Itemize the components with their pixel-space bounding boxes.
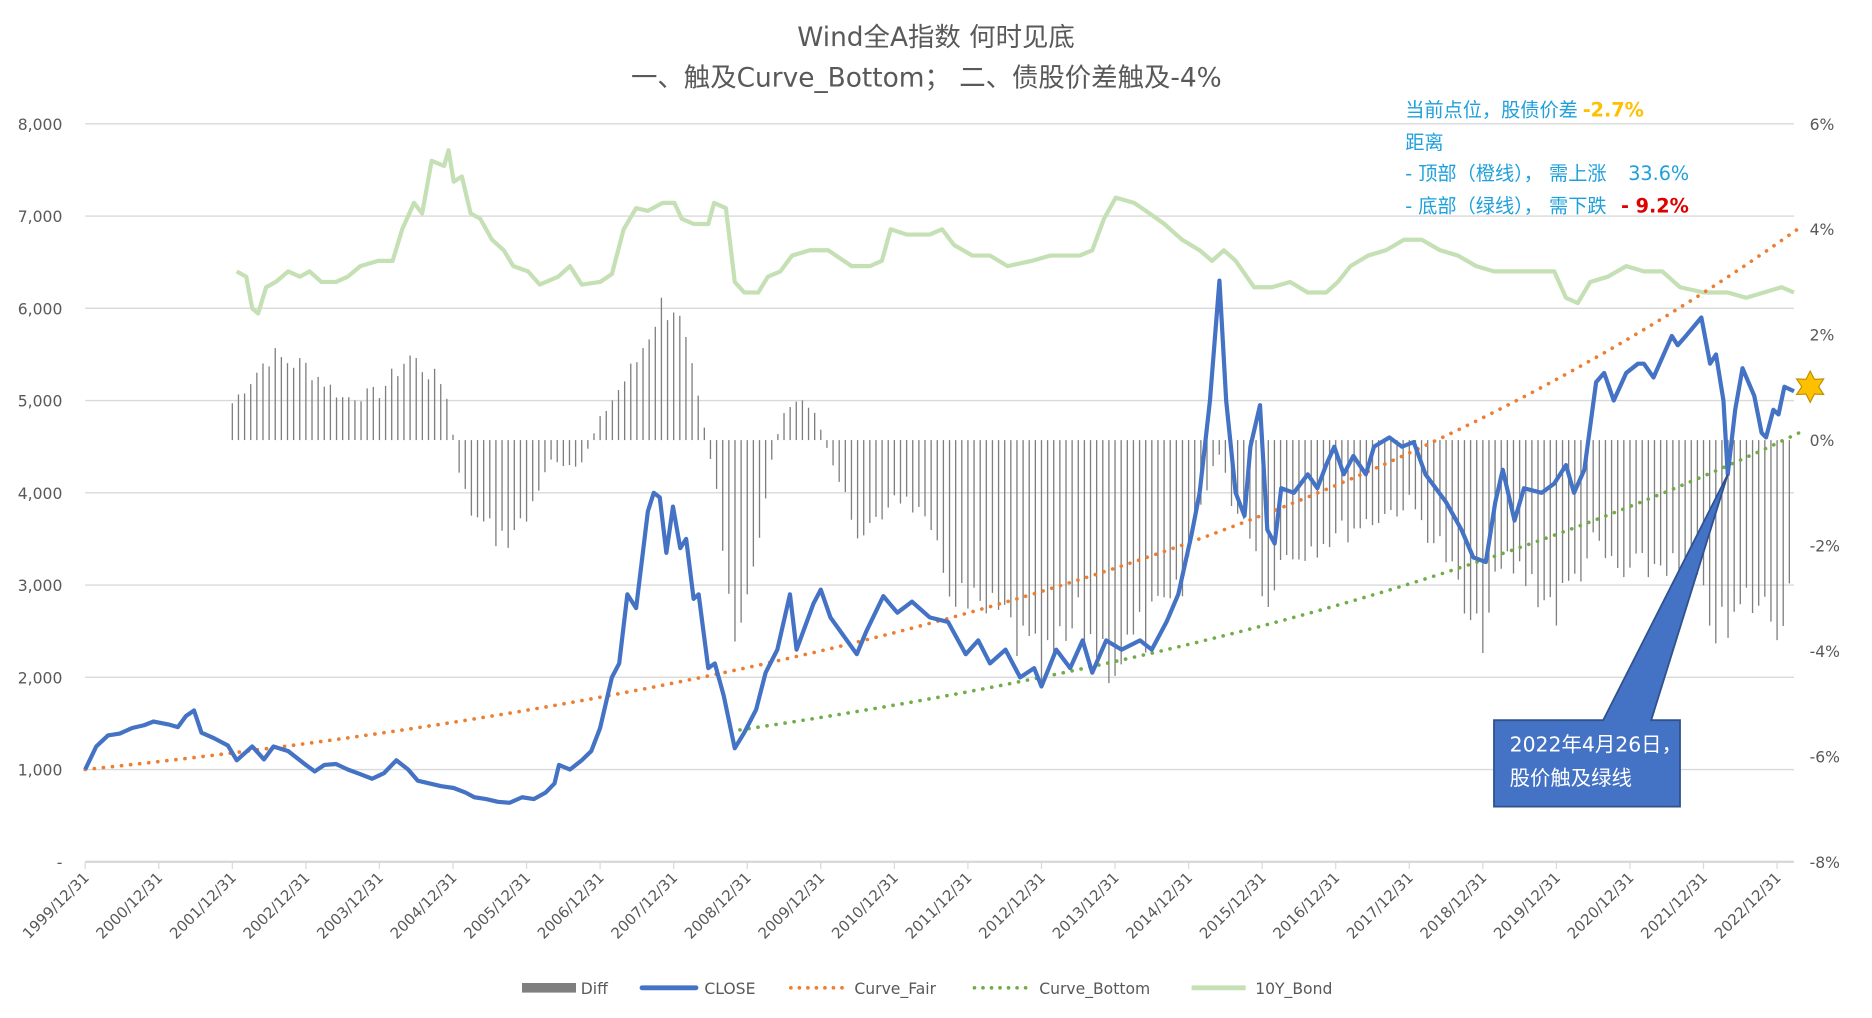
x-tick-label: 2020/12/31 [1564,869,1638,943]
legend-swatch-diff [522,983,576,993]
x-tick-label: 2019/12/31 [1490,869,1564,943]
series-curve-bottom-line [738,431,1801,732]
x-tick-label: 2012/12/31 [975,869,1049,943]
x-tick-label: 2014/12/31 [1122,869,1196,943]
legend-label-curve-fair: Curve_Fair [854,980,936,999]
left-axis-ticks: - 1,000 2,000 3,000 4,000 5,000 6,000 7,000 8,00… [18,116,63,872]
star-marker-icon [1795,369,1825,404]
right-tick-label: 0% [1810,432,1835,450]
x-tick-label: 2007/12/31 [607,869,681,943]
x-tick-label: 2003/12/31 [313,869,387,943]
series-close-line [83,278,1795,805]
x-tick-label: 2001/12/31 [166,869,240,943]
series-curve-fair-line [83,226,1801,772]
left-tick-label: 3,000 [18,577,63,595]
callout-line-2: 股价触及绿线 [1510,766,1632,790]
info-line-1: 当前点位，股债价差 [1405,99,1578,122]
x-tick-label: 2016/12/31 [1269,869,1343,943]
x-axis-ticks: 1999/12/31 2000/12/31 2001/12/31 2002/12/31… [19,861,1785,943]
right-tick-label: 4% [1810,221,1835,239]
chart-title: Wind全A指数 何时见底 [797,22,1075,53]
series-lines [83,148,1801,805]
x-tick-label: 2002/12/31 [240,869,314,943]
x-tick-label: 2008/12/31 [681,869,755,943]
left-tick-label: 6,000 [18,300,63,318]
left-tick-label: 8,000 [18,116,63,134]
right-tick-label: 6% [1810,116,1835,134]
x-tick-label: 2018/12/31 [1417,869,1491,943]
left-tick-label: - [57,854,63,872]
left-tick-label: 5,000 [18,393,63,411]
svg-text:当前点位，股债价差-2.7%: 当前点位，股债价差 -2.7% [1405,99,1644,122]
series-10y-bond-line [235,148,1795,316]
info-line-3: - 顶部（橙线）， 需上涨 [1405,162,1606,185]
x-tick-label: 2009/12/31 [755,869,829,943]
info-annotation: 当前点位，股债价差 -2.7% 距离 - 顶部（橙线）， 需上涨 33.6% - 底… [1405,99,1689,218]
info-value-3: 33.6% [1628,162,1689,185]
right-tick-label: -6% [1810,748,1840,766]
legend-label-diff: Diff [581,980,609,998]
left-tick-label: 4,000 [18,485,63,503]
info-line-2: 距离 [1405,131,1443,154]
gridlines [85,123,1794,863]
x-tick-label: 2021/12/31 [1637,869,1711,943]
x-tick-label: 2017/12/31 [1343,869,1417,943]
right-tick-label: -2% [1810,538,1840,556]
x-tick-label: 2000/12/31 [93,869,167,943]
x-tick-label: 2011/12/31 [902,869,976,943]
info-value-4: - 9.2% [1621,195,1689,218]
x-tick-label: 2005/12/31 [460,869,534,943]
legend: Diff CLOSE Curve_Fair Curve_Bottom 10Y_B… [522,980,1332,999]
diff-bars [231,297,1791,687]
callout: 2022年4月26日， 股价触及绿线 [1493,473,1729,808]
x-tick-label: 2010/12/31 [828,869,902,943]
left-tick-label: 2,000 [18,669,63,687]
info-value-1: -2.7% [1583,99,1644,122]
left-tick-label: 1,000 [18,762,63,780]
x-tick-label: 1999/12/31 [19,869,93,943]
chart-subtitle: 一、触及Curve_Bottom； 二、债股价差触及-4% [631,63,1222,94]
right-tick-label: -4% [1810,643,1840,661]
x-tick-label: 2015/12/31 [1196,869,1270,943]
legend-label-10y-bond: 10Y_Bond [1255,980,1332,999]
legend-label-close: CLOSE [704,980,755,998]
svg-text:- 底部（绿线）， 需下跌- 9.2%: - 底部（绿线）， 需下跌 - 9.2% [1405,195,1689,218]
right-tick-label: -8% [1810,854,1840,872]
x-tick-label: 2006/12/31 [534,869,608,943]
left-tick-label: 7,000 [18,208,63,226]
callout-line-1: 2022年4月26日， [1510,732,1682,756]
info-line-4: - 底部（绿线）， 需下跌 [1405,195,1606,218]
legend-label-curve-bottom: Curve_Bottom [1039,980,1150,999]
x-tick-label: 2004/12/31 [387,869,461,943]
right-tick-label: 2% [1810,327,1835,345]
right-axis-ticks: -8% -6% -4% -2% 0% 2% 4% 6% [1810,116,1840,872]
callout-box [1493,473,1729,808]
x-tick-label: 2022/12/31 [1711,869,1785,943]
x-tick-label: 2013/12/31 [1049,869,1123,943]
